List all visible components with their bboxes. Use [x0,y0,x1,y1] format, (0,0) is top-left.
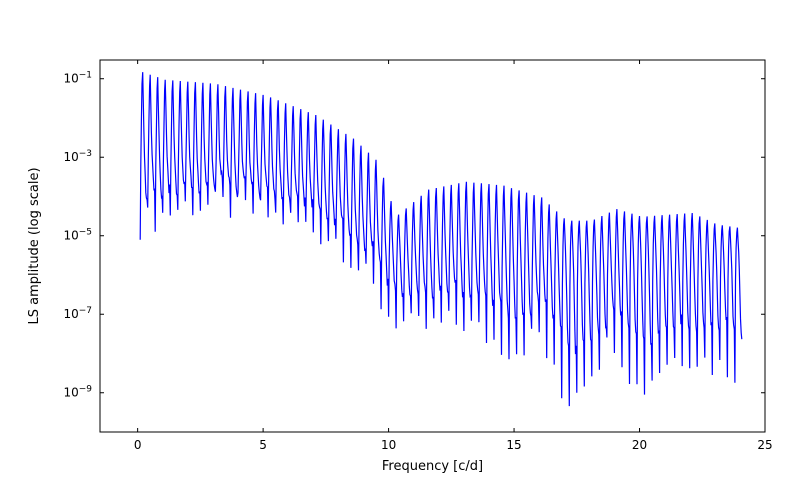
series-group [140,72,742,406]
svg-text:10−9: 10−9 [63,385,92,400]
plot-area [100,60,765,432]
svg-text:0: 0 [134,438,142,452]
svg-text:20: 20 [632,438,647,452]
svg-text:10−3: 10−3 [63,149,92,164]
svg-text:5: 5 [259,438,267,452]
x-axis-label: Frequency [c/d] [382,459,483,474]
ls-periodogram-chart: 0 5 10 15 20 25 10−9 10−7 10−5 10−3 10−1 Frequenc… [0,0,800,500]
ls-amplitude-line [140,72,742,406]
y-axis-label: LS amplitude (log scale) [27,167,42,324]
chart-container: 0 5 10 15 20 25 10−9 10−7 10−5 10−3 10−1 Frequenc… [0,0,800,500]
svg-text:15: 15 [506,438,521,452]
svg-text:10−7: 10−7 [63,306,92,321]
svg-text:10−5: 10−5 [63,228,92,243]
svg-text:10−1: 10−1 [63,71,92,86]
svg-text:25: 25 [757,438,772,452]
svg-text:10: 10 [381,438,396,452]
